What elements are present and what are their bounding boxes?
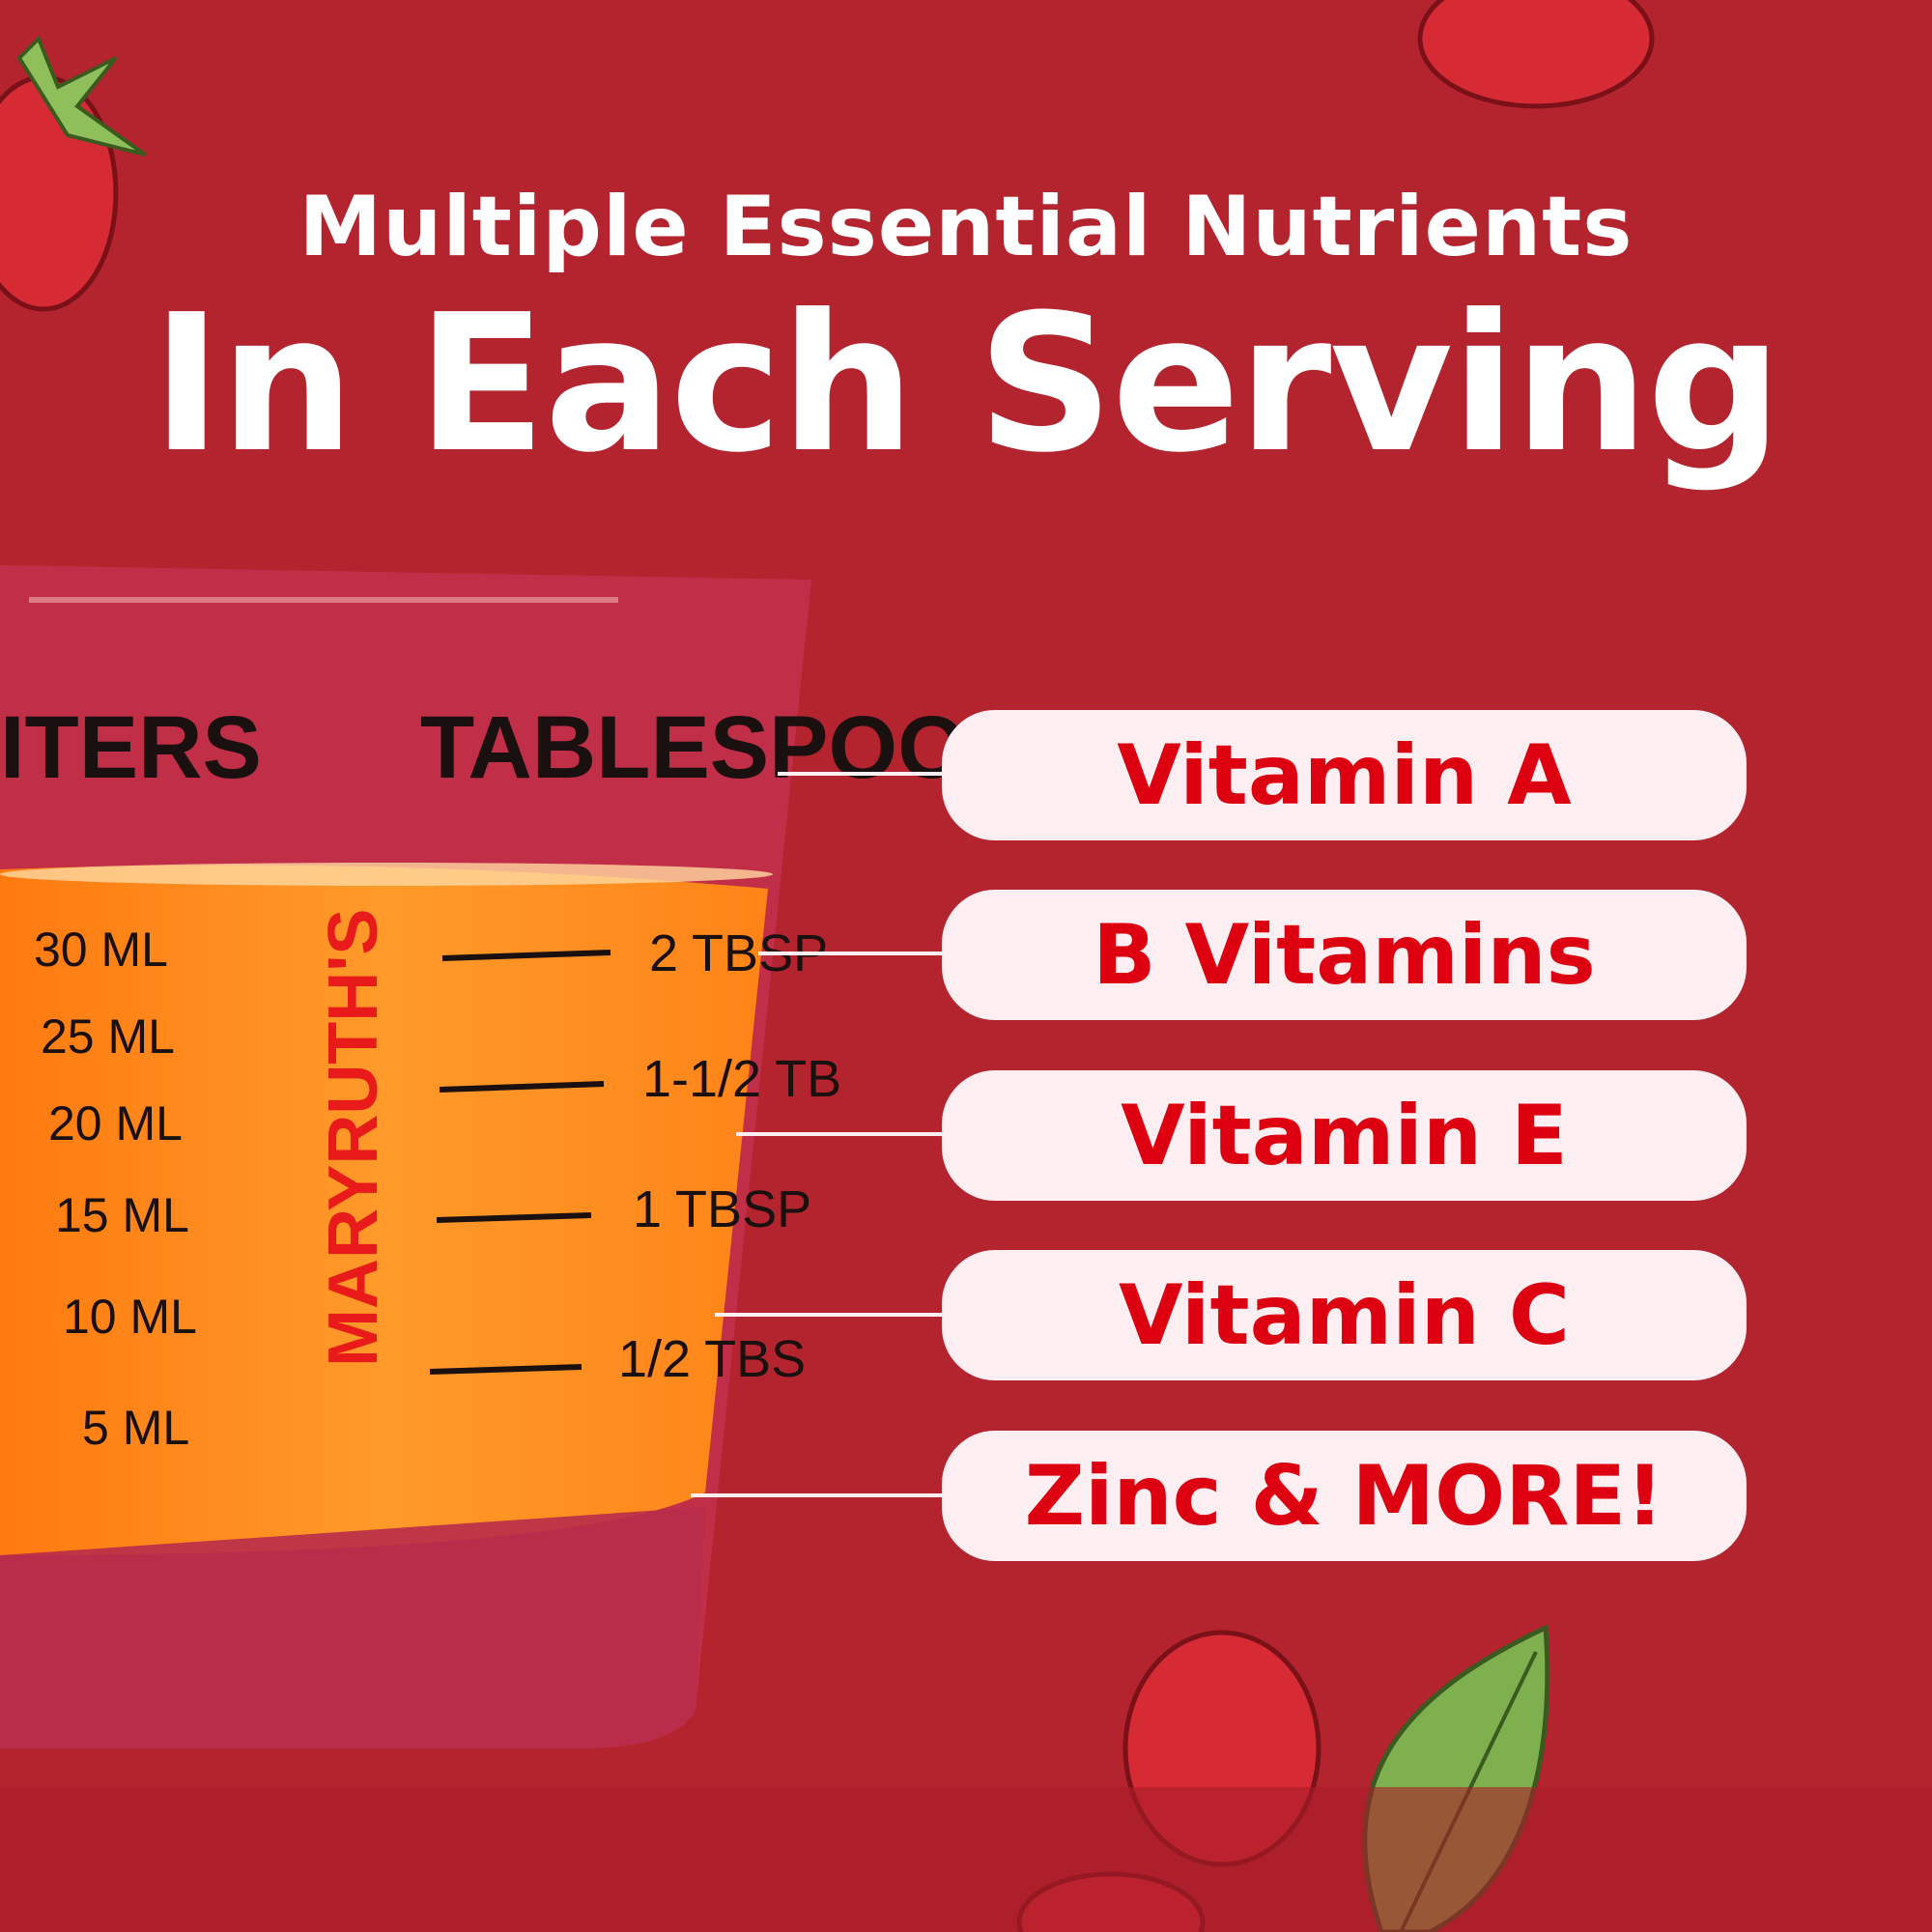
raspberry-icon bbox=[0, 35, 147, 312]
ml-mark: 15 ML bbox=[55, 1188, 189, 1242]
nutrient-label: B Vitamins bbox=[1093, 906, 1596, 1004]
connector-line bbox=[715, 1313, 944, 1317]
raspberry-icon bbox=[1417, 0, 1655, 109]
ml-mark: 30 ML bbox=[34, 923, 168, 977]
ml-mark: 25 ML bbox=[41, 1009, 175, 1064]
ml-mark: 5 ML bbox=[82, 1401, 189, 1455]
brand-logo: MARYRUTH'S bbox=[315, 909, 392, 1367]
headline-line1: Multiple Essential Nutrients bbox=[298, 179, 1634, 275]
ml-mark: 20 ML bbox=[48, 1096, 183, 1151]
connector-line bbox=[691, 1493, 944, 1497]
connector-line bbox=[758, 952, 944, 955]
glass-header-right: TABLESPOO bbox=[420, 698, 967, 797]
nutrient-pill-vitamin-a: Vitamin A bbox=[942, 710, 1747, 840]
nutrient-label: Vitamin E bbox=[1121, 1087, 1568, 1184]
ml-marks: 30 ML 25 ML 20 ML 15 ML 10 ML 5 ML bbox=[34, 923, 197, 1455]
nutrient-pill-vitamin-e: Vitamin E bbox=[942, 1070, 1747, 1201]
nutrient-pill-zinc-more: Zinc & MORE! bbox=[942, 1431, 1747, 1561]
nutrient-pill-vitamin-c: Vitamin C bbox=[942, 1250, 1747, 1380]
headline-line2: In Each Serving bbox=[151, 274, 1782, 495]
tick-lines bbox=[429, 950, 611, 1375]
connector-line bbox=[778, 772, 944, 776]
tbsp-mark: 1-1/2 TB bbox=[642, 1050, 841, 1108]
nutrient-label: Vitamin C bbox=[1118, 1266, 1571, 1364]
glass-header-left: ITERS bbox=[0, 698, 262, 797]
nutrient-label: Vitamin A bbox=[1117, 726, 1572, 824]
tbsp-mark: 1/2 TBS bbox=[618, 1330, 806, 1388]
connector-line bbox=[736, 1132, 944, 1136]
measuring-glass bbox=[0, 565, 811, 1748]
nutrient-label: Zinc & MORE! bbox=[1024, 1447, 1664, 1545]
tbsp-mark: 1 TBSP bbox=[633, 1180, 811, 1238]
nutrient-pill-b-vitamins: B Vitamins bbox=[942, 890, 1747, 1020]
ml-mark: 10 ML bbox=[63, 1290, 197, 1344]
